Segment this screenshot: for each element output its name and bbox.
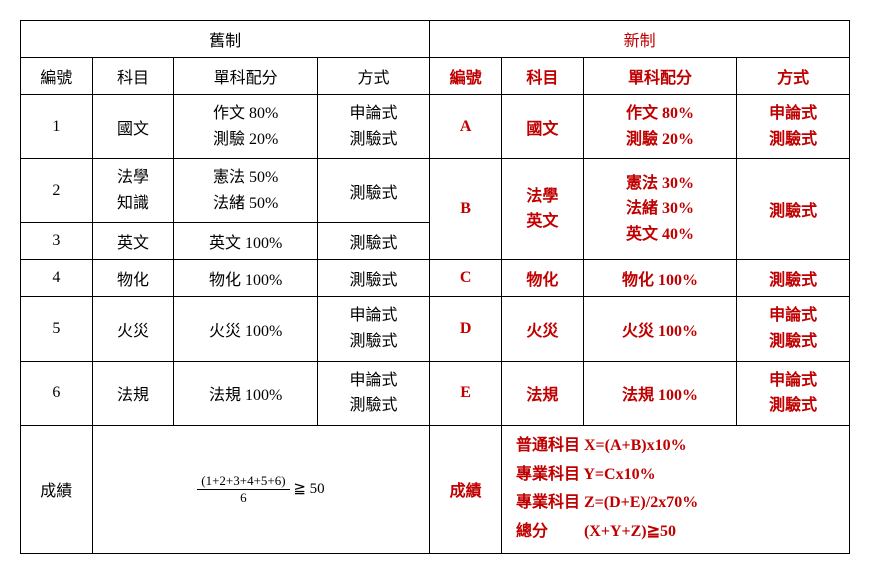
old-formula-tail: ≧ 50 (293, 481, 324, 497)
new-row-subject: 法學英文 (501, 159, 583, 260)
new-row-no: A (430, 95, 502, 159)
old-row-no: 4 (21, 260, 93, 297)
old-row-no: 3 (21, 223, 93, 260)
old-row-method: 測驗式 (317, 223, 430, 260)
old-col-subject: 科目 (92, 58, 174, 95)
old-row-subject: 法學知識 (92, 159, 174, 223)
old-col-weight: 單科配分 (174, 58, 317, 95)
new-row-weight: 火災 100% (583, 297, 737, 361)
old-row-subject: 物化 (92, 260, 174, 297)
new-col-weight: 單科配分 (583, 58, 737, 95)
old-row-method: 申論式測驗式 (317, 95, 430, 159)
new-score-formula: 普通科目 X=(A+B)x10% 專業科目 Y=Cx10% 專業科目 Z=(D+… (501, 425, 849, 553)
new-row-method: 申論式測驗式 (737, 297, 850, 361)
old-formula-num: (1+2+3+4+5+6) (197, 473, 289, 490)
old-row-method: 測驗式 (317, 260, 430, 297)
old-row-weight: 英文 100% (174, 223, 317, 260)
old-score-formula: (1+2+3+4+5+6) 6 ≧ 50 (92, 425, 430, 553)
old-row-no: 1 (21, 95, 93, 159)
new-row-method: 申論式測驗式 (737, 95, 850, 159)
old-row-no: 2 (21, 159, 93, 223)
old-row-subject: 火災 (92, 297, 174, 361)
old-row-method: 測驗式 (317, 159, 430, 223)
new-row-no: C (430, 260, 502, 297)
new-row-no: E (430, 361, 502, 425)
old-row-weight: 作文 80%測驗 20% (174, 95, 317, 159)
old-row-method: 申論式測驗式 (317, 297, 430, 361)
old-row-weight: 法規 100% (174, 361, 317, 425)
old-score-label: 成績 (21, 425, 93, 553)
new-group-header: 新制 (430, 21, 850, 58)
new-col-method: 方式 (737, 58, 850, 95)
new-score-label: 成績 (430, 425, 502, 553)
old-col-no: 編號 (21, 58, 93, 95)
new-row-weight: 憲法 30%法緒 30%英文 40% (583, 159, 737, 260)
new-row-method: 申論式測驗式 (737, 361, 850, 425)
new-row-method: 測驗式 (737, 260, 850, 297)
new-row-weight: 法規 100% (583, 361, 737, 425)
old-row-weight: 火災 100% (174, 297, 317, 361)
old-row-subject: 英文 (92, 223, 174, 260)
old-row-subject: 法規 (92, 361, 174, 425)
old-row-subject: 國文 (92, 95, 174, 159)
new-row-no: B (430, 159, 502, 260)
new-row-weight: 作文 80%測驗 20% (583, 95, 737, 159)
old-row-method: 申論式測驗式 (317, 361, 430, 425)
old-row-weight: 物化 100% (174, 260, 317, 297)
new-row-subject: 物化 (501, 260, 583, 297)
old-row-weight: 憲法 50%法緒 50% (174, 159, 317, 223)
new-row-no: D (430, 297, 502, 361)
new-row-subject: 火災 (501, 297, 583, 361)
comparison-table: 舊制 新制 編號 科目 單科配分 方式 編號 科目 單科配分 方式 1 國文 作… (20, 20, 850, 554)
new-row-weight: 物化 100% (583, 260, 737, 297)
new-row-method: 測驗式 (737, 159, 850, 260)
new-row-subject: 國文 (501, 95, 583, 159)
new-col-no: 編號 (430, 58, 502, 95)
old-col-method: 方式 (317, 58, 430, 95)
new-row-subject: 法規 (501, 361, 583, 425)
new-col-subject: 科目 (501, 58, 583, 95)
old-formula-den: 6 (197, 490, 289, 506)
old-row-no: 5 (21, 297, 93, 361)
old-row-no: 6 (21, 361, 93, 425)
old-group-header: 舊制 (21, 21, 430, 58)
